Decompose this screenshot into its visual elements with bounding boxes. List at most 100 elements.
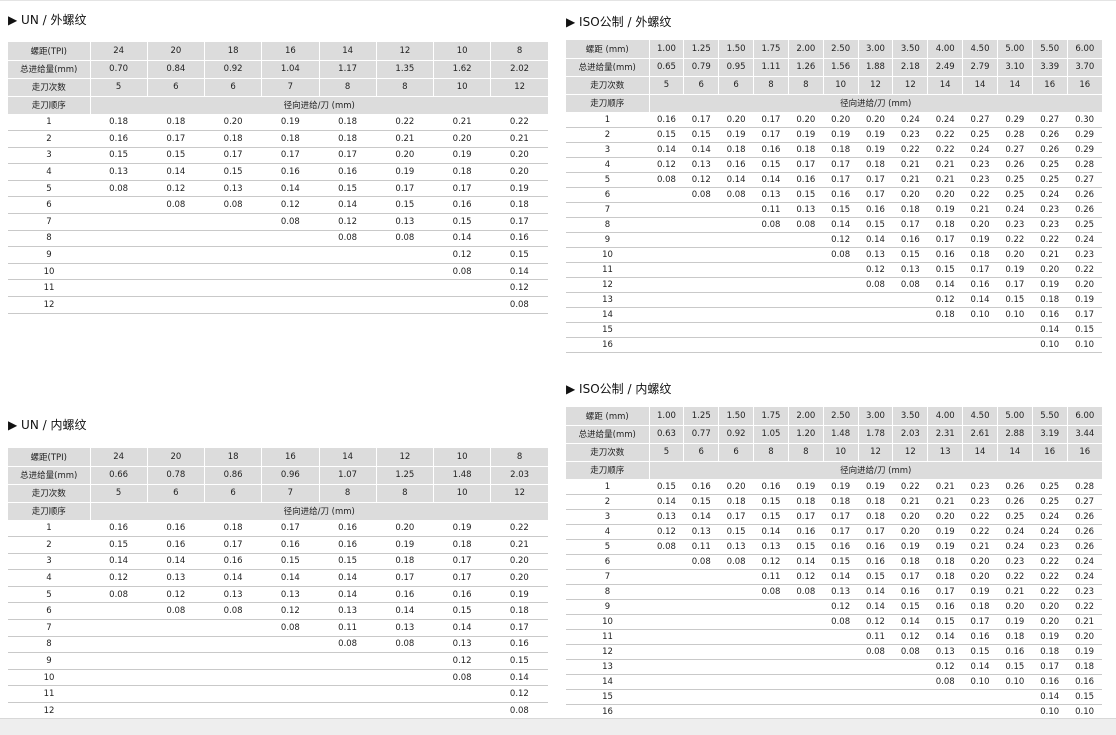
row-label: 螺距 (mm) <box>566 40 650 59</box>
feed-value: 0.21 <box>490 536 548 554</box>
feed-value: 0.18 <box>823 494 859 510</box>
header-cell: 6 <box>204 484 263 503</box>
feed-value: 0.28 <box>1067 479 1102 495</box>
feed-value: 0.17 <box>962 614 998 630</box>
pass-number: 15 <box>566 322 649 338</box>
feed-value <box>683 262 719 278</box>
header-cell: 1.35 <box>376 60 435 79</box>
feed-value <box>649 599 684 615</box>
feed-value <box>753 277 789 293</box>
row-label: 总进给量(mm) <box>566 58 650 77</box>
header-cell: 8 <box>753 443 789 462</box>
table-row: 5 0.08 0.11 0.13 0.13 0.15 0.16 0.16 0.19 0.19 0.2… <box>566 539 1102 555</box>
feed-value <box>858 337 893 353</box>
feed-value <box>683 337 719 353</box>
feed-value: 0.15 <box>649 127 684 143</box>
header-cell: 14 <box>962 443 998 462</box>
feed-value <box>649 644 684 660</box>
header-cell: 1.07 <box>319 466 377 485</box>
feed-value: 0.08 <box>147 196 205 215</box>
header-cell: 16 <box>261 42 320 61</box>
row-label: 总进给量(mm) <box>566 425 650 444</box>
feed-value: 0.24 <box>997 524 1033 540</box>
pass-number: 11 <box>8 685 90 704</box>
header-cell: 8 <box>788 76 824 95</box>
feed-value: 0.17 <box>823 157 859 173</box>
table-row: 12 0.08 0.08 0.14 0.16 0.17 0.19 0.20 <box>566 277 1102 293</box>
table-row: 7 0.08 0.12 0.13 0.15 0.17 <box>8 213 548 231</box>
feed-value: 0.17 <box>718 509 754 525</box>
header-cell: 7 <box>261 78 320 97</box>
feed-value <box>683 659 719 675</box>
feed-value: 0.16 <box>319 520 377 538</box>
feed-value: 0.20 <box>927 187 963 203</box>
heading-iso-internal: ▶ ISO公制 / 内螺纹 <box>566 382 672 396</box>
feed-value: 0.22 <box>997 569 1033 585</box>
feed-value: 0.14 <box>858 232 893 248</box>
header-row: 总进给量(mm) 0.66 0.78 0.86 0.96 1.07 1.25 1.48 2.03 <box>8 466 548 485</box>
feed-value <box>319 685 377 704</box>
table-row: 2 0.15 0.15 0.19 0.17 0.19 0.19 0.19 0.23 0.22 0.2… <box>566 127 1102 143</box>
feed-value <box>997 337 1033 353</box>
feed-value: 0.20 <box>892 524 928 540</box>
feed-value: 0.14 <box>683 142 719 158</box>
feed-value: 0.08 <box>649 172 684 188</box>
pass-number: 12 <box>8 702 90 720</box>
feed-value <box>147 296 205 314</box>
feed-value <box>683 629 719 645</box>
feed-value <box>90 196 148 215</box>
feed-value <box>261 279 319 298</box>
feed-value: 0.08 <box>204 602 262 621</box>
feed-value <box>753 689 789 705</box>
feed-value <box>962 689 998 705</box>
feed-value: 0.23 <box>892 127 928 143</box>
header-cell: 16 <box>1067 76 1102 95</box>
feed-value <box>753 629 789 645</box>
feed-value: 0.13 <box>433 636 491 654</box>
feed-value <box>649 689 684 705</box>
header-cell: 24 <box>90 42 148 61</box>
feed-value: 0.15 <box>204 163 262 181</box>
header-cell: 1.48 <box>823 425 859 444</box>
feed-value <box>376 246 434 264</box>
feed-value <box>147 230 205 248</box>
feed-value: 0.17 <box>823 524 859 540</box>
pass-number: 7 <box>8 619 90 637</box>
pass-number: 9 <box>566 232 649 248</box>
feed-value <box>823 322 859 338</box>
feed-value: 0.12 <box>261 602 319 621</box>
header-cell: 18 <box>204 448 263 467</box>
header-cell: 8 <box>319 78 377 97</box>
feed-value <box>261 246 319 264</box>
feed-value: 0.13 <box>892 262 928 278</box>
feed-value <box>261 296 319 314</box>
feed-value: 0.22 <box>892 479 928 495</box>
feed-value: 0.12 <box>788 569 824 585</box>
feed-value <box>376 296 434 314</box>
feed-value: 0.11 <box>858 629 893 645</box>
feed-value: 0.14 <box>490 669 548 687</box>
feed-value <box>718 202 754 218</box>
feed-value: 0.17 <box>147 130 205 148</box>
feed-value <box>204 263 262 281</box>
feed-value: 0.18 <box>1067 659 1102 675</box>
header-cell: 6 <box>147 78 206 97</box>
feed-value <box>649 659 684 675</box>
feed-value: 0.19 <box>1067 292 1102 308</box>
feed-value: 0.16 <box>649 112 684 128</box>
thread-table: 螺距 (mm) 1.00 1.25 1.50 1.75 2.00 2.50 3.00 3.50 4… <box>566 40 1102 353</box>
feed-value: 0.21 <box>927 494 963 510</box>
header-cell: 4.00 <box>927 40 964 59</box>
header-cell: 0.79 <box>683 58 720 77</box>
feed-value: 0.12 <box>858 614 893 630</box>
feed-value: 0.20 <box>490 553 548 571</box>
feed-value <box>649 554 684 570</box>
feed-value: 0.19 <box>823 479 859 495</box>
feed-value: 0.17 <box>788 509 824 525</box>
feed-value: 0.12 <box>858 262 893 278</box>
feed-value: 0.14 <box>433 230 491 248</box>
feed-value: 0.19 <box>718 127 754 143</box>
feed-value: 0.08 <box>433 669 491 687</box>
table-row: 10 0.08 0.13 0.15 0.16 0.18 0.20 0.21 0.23 <box>566 247 1102 263</box>
feed-value: 0.19 <box>788 127 824 143</box>
